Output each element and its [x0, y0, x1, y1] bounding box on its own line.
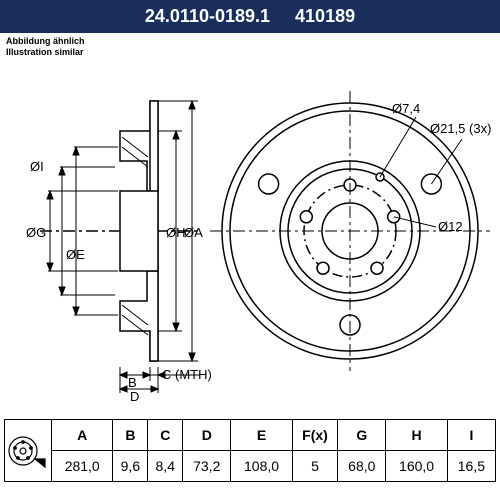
- annot-215: Ø21,5 (3x): [430, 121, 491, 136]
- lbl-B: B: [128, 375, 137, 390]
- tv-D: 73,2: [183, 451, 231, 482]
- annot-74: Ø7,4: [392, 101, 420, 116]
- lbl-I: ØI: [30, 159, 44, 174]
- tv-E: 108,0: [231, 451, 292, 482]
- lbl-D: D: [130, 389, 139, 401]
- th-F: F(x): [292, 420, 337, 451]
- lbl-A: ØA: [184, 225, 203, 240]
- tv-A: 281,0: [52, 451, 113, 482]
- lbl-H: ØH: [166, 225, 186, 240]
- th-H: H: [386, 420, 447, 451]
- tv-G: 68,0: [338, 451, 386, 482]
- alt-number: 410189: [295, 6, 355, 26]
- tv-F: 5: [292, 451, 337, 482]
- tv-H: 160,0: [386, 451, 447, 482]
- tv-I: 16,5: [447, 451, 495, 482]
- tv-B: 9,6: [113, 451, 148, 482]
- lbl-E: ØE: [66, 247, 85, 262]
- th-A: A: [52, 420, 113, 451]
- th-I: I: [447, 420, 495, 451]
- th-E: E: [231, 420, 292, 451]
- th-C: C: [148, 420, 183, 451]
- th-D: D: [183, 420, 231, 451]
- annot-12: Ø12: [438, 219, 463, 234]
- lbl-G: ØG: [26, 225, 46, 240]
- part-number: 24.0110-0189.1: [145, 6, 270, 26]
- lbl-C: C (MTH): [162, 367, 212, 382]
- technical-drawing: ØI ØG ØE ØH ØA B C (MTH) D: [0, 41, 500, 401]
- th-G: G: [338, 420, 386, 451]
- tv-C: 8,4: [148, 451, 183, 482]
- th-B: B: [113, 420, 148, 451]
- disc-icon-cell: [5, 420, 52, 482]
- dimension-table: A B C D E F(x) G H I 281,0 9,6 8,4 73,2 …: [4, 419, 496, 482]
